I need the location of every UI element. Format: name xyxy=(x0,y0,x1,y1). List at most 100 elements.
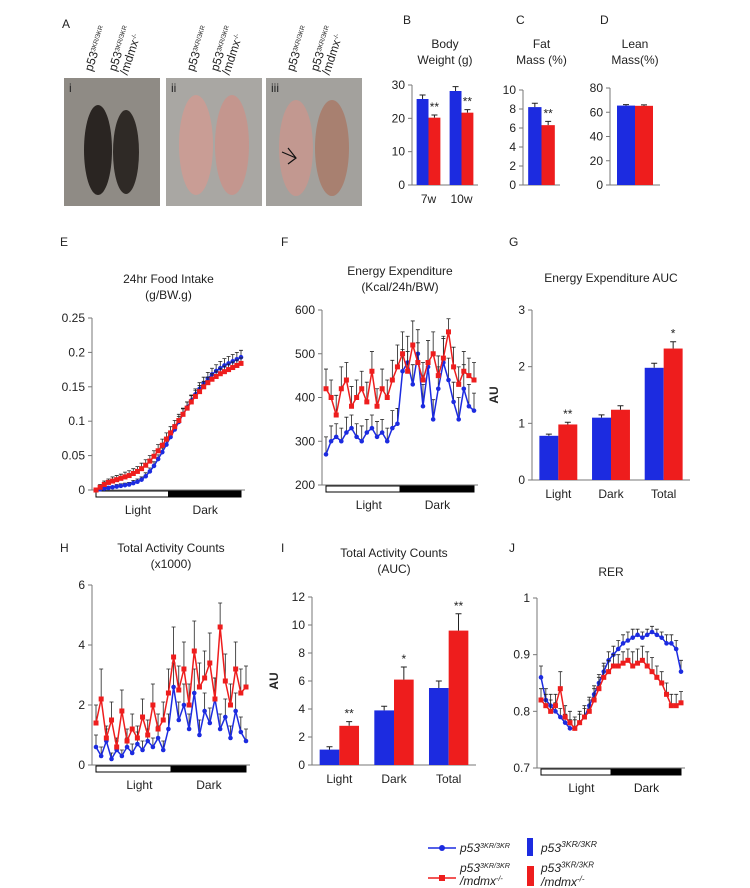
error-bar xyxy=(207,632,212,663)
genotype-line: p533KR/3KR xyxy=(540,861,594,875)
error-bar xyxy=(324,436,328,455)
significance-label: ** xyxy=(543,106,553,120)
error-bar xyxy=(244,665,248,687)
marker xyxy=(379,386,385,392)
marker xyxy=(430,417,436,422)
error-bar xyxy=(339,366,344,389)
marker xyxy=(461,368,467,374)
marker xyxy=(635,660,641,666)
chart-title: (Kcal/24h/BW) xyxy=(361,280,438,294)
marker xyxy=(221,369,227,375)
marker xyxy=(165,690,171,696)
genotype-line2: /mdmx xyxy=(459,874,497,888)
marker xyxy=(466,373,472,379)
marker xyxy=(435,386,441,392)
error-bar xyxy=(192,620,197,651)
bar xyxy=(592,417,611,480)
error-bar xyxy=(395,344,400,367)
significance-label: ** xyxy=(454,599,464,613)
error-bar xyxy=(623,104,629,106)
marker xyxy=(323,452,329,457)
marker xyxy=(233,666,239,672)
x-tick-label: Total xyxy=(651,487,676,501)
phase-label: Dark xyxy=(425,498,451,512)
phase-dark xyxy=(170,765,247,773)
marker xyxy=(143,473,149,479)
marker xyxy=(640,635,645,640)
error-bar xyxy=(375,421,380,437)
marker xyxy=(644,663,650,669)
marker xyxy=(405,368,411,374)
genotype-line: /mdmx-/- xyxy=(540,875,585,888)
marker xyxy=(184,405,190,411)
marker xyxy=(228,735,233,741)
marker xyxy=(202,675,208,681)
marker xyxy=(145,738,151,744)
marker xyxy=(196,684,202,690)
error-bar xyxy=(326,746,333,750)
y-tick-label: 0 xyxy=(509,178,516,192)
marker xyxy=(384,438,390,444)
series-line xyxy=(325,331,475,416)
marker xyxy=(562,720,568,725)
marker xyxy=(471,377,477,383)
marker xyxy=(114,477,120,483)
error-bar xyxy=(415,342,420,363)
error-bar xyxy=(218,602,223,627)
marker xyxy=(328,395,334,400)
error-bar xyxy=(545,120,552,126)
marker xyxy=(620,660,626,666)
marker xyxy=(191,690,197,696)
chart-title: Energy Expenditure xyxy=(347,264,453,278)
y-tick-label: 10 xyxy=(503,83,517,97)
error-bar xyxy=(651,362,658,368)
error-bar xyxy=(420,362,425,380)
marker xyxy=(101,486,107,491)
genotype-base: p53 xyxy=(540,841,561,855)
error-bar xyxy=(598,414,605,418)
marker xyxy=(176,717,182,723)
phase-dark xyxy=(399,485,475,493)
marker xyxy=(349,425,354,431)
marker xyxy=(581,714,587,720)
photo-label: iii xyxy=(271,81,279,95)
marker xyxy=(390,425,395,431)
genotype-sup: -/- xyxy=(577,875,585,884)
phase-light xyxy=(540,768,612,776)
marker xyxy=(172,424,178,430)
error-bar xyxy=(435,680,442,688)
marker xyxy=(176,418,182,424)
series-line xyxy=(95,626,247,748)
marker xyxy=(164,442,169,447)
error-bar xyxy=(452,86,459,91)
y-tick-label: 0.1 xyxy=(68,414,85,428)
panel-letter: H xyxy=(60,541,69,555)
error-bar xyxy=(545,433,552,436)
marker xyxy=(445,329,451,335)
marker xyxy=(601,674,607,680)
error-bar xyxy=(381,705,388,711)
marker xyxy=(140,747,145,753)
marker xyxy=(93,487,99,493)
marker xyxy=(109,717,115,723)
marker xyxy=(134,468,140,474)
marker xyxy=(456,417,461,422)
y-tick-label: 1 xyxy=(518,416,525,430)
significance-label: * xyxy=(671,327,676,341)
error-bar xyxy=(390,359,395,380)
marker xyxy=(420,403,426,409)
error-bar xyxy=(558,671,563,689)
marker xyxy=(625,638,631,643)
y-tick-label: 0 xyxy=(78,758,85,772)
marker xyxy=(205,380,211,386)
marker xyxy=(105,479,111,485)
marker xyxy=(678,700,684,706)
marker xyxy=(440,355,446,361)
marker xyxy=(160,747,166,753)
marker xyxy=(384,395,390,400)
y-tick-label: 0.8 xyxy=(513,704,530,718)
phase-label: Light xyxy=(356,498,383,512)
chart-title: Total Activity Counts xyxy=(340,546,447,560)
marker xyxy=(130,470,136,476)
marker xyxy=(649,669,655,675)
